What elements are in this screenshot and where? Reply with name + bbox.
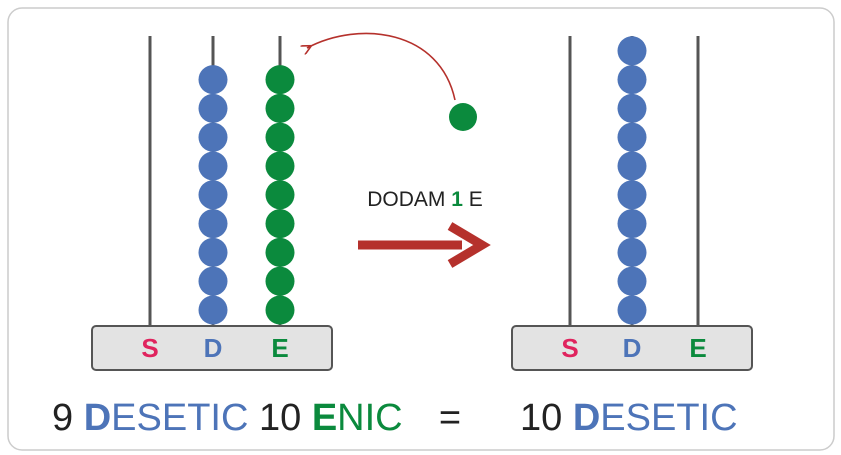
bead: [265, 122, 295, 152]
equation-right: 10 DESETIC: [520, 397, 738, 439]
initial: D: [84, 397, 111, 439]
arrow-head: [447, 222, 491, 268]
abaci: S D E S D E: [91, 36, 753, 371]
word: NIC: [337, 397, 402, 439]
bead: [198, 151, 228, 181]
bead: [198, 180, 228, 210]
abacus-base: [91, 325, 333, 371]
place-label: E: [689, 333, 706, 363]
bead: [198, 266, 228, 296]
bead: [617, 151, 647, 181]
bead: [617, 266, 647, 296]
bead: [617, 209, 647, 239]
action-text: DODAM 1 E: [367, 188, 483, 211]
moving-bead: [449, 103, 477, 131]
bead: [198, 65, 228, 95]
bead: [198, 295, 228, 325]
bead: [617, 122, 647, 152]
place-label: S: [141, 333, 158, 363]
equation-left: 9 DESETIC 10 ENIC: [52, 397, 403, 439]
action-unit: E: [469, 188, 483, 211]
bead: [198, 122, 228, 152]
number: 10: [520, 397, 562, 439]
initial: E: [312, 397, 337, 439]
bead: [198, 237, 228, 267]
action-number: 1: [451, 188, 463, 211]
bead: [617, 237, 647, 267]
action-word: DODAM: [367, 188, 445, 211]
bead: [265, 93, 295, 123]
bead: [617, 180, 647, 210]
bead: [617, 36, 647, 66]
bead: [617, 93, 647, 123]
bead: [265, 295, 295, 325]
place-label: S: [561, 333, 578, 363]
word: ESETIC: [111, 397, 248, 439]
initial: D: [573, 397, 600, 439]
equals: =: [439, 397, 461, 439]
card: [7, 7, 835, 451]
bead: [265, 266, 295, 296]
bead: [265, 237, 295, 267]
number: 9: [52, 397, 73, 439]
place-label: E: [271, 333, 288, 363]
bead: [198, 209, 228, 239]
number: 10: [259, 397, 301, 439]
place-label: D: [204, 333, 223, 363]
bead: [617, 65, 647, 95]
place-label: D: [623, 333, 642, 363]
abacus-base: [511, 325, 753, 371]
word: ESETIC: [600, 397, 737, 439]
bead: [265, 209, 295, 239]
curved-arrow: [307, 32, 456, 101]
bead: [617, 295, 647, 325]
bead: [265, 151, 295, 181]
bead: [198, 93, 228, 123]
bead: [265, 65, 295, 95]
bead: [265, 180, 295, 210]
